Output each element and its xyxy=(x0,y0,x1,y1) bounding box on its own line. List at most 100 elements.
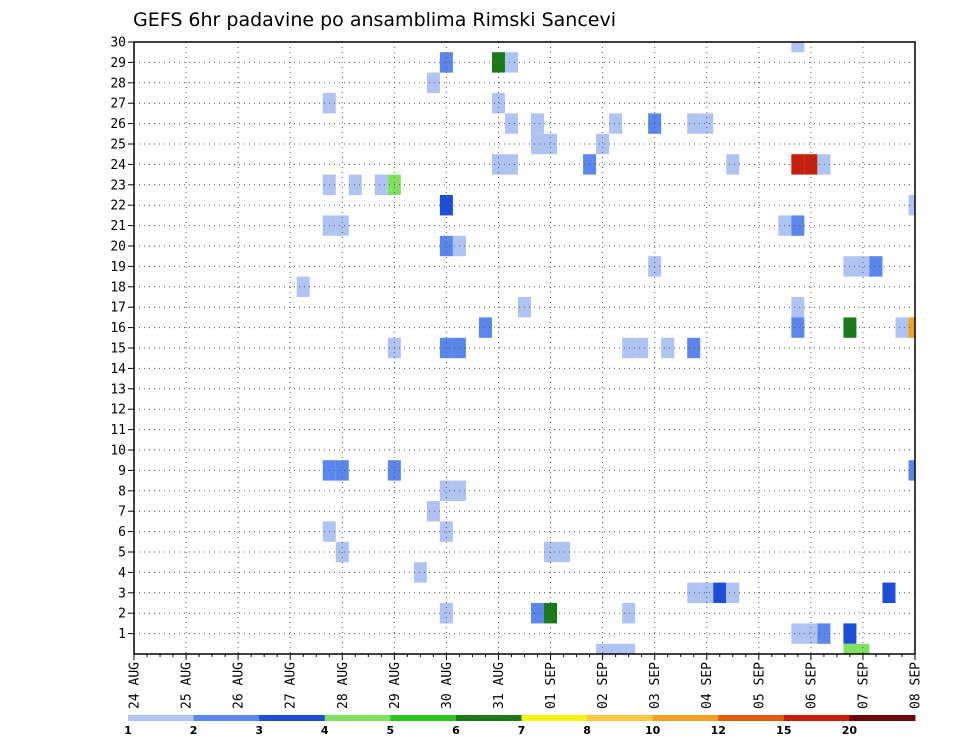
precip-cell xyxy=(439,235,453,257)
x-tick-label: 03 SEP xyxy=(648,662,663,709)
precip-cell xyxy=(817,623,831,644)
precip-cell xyxy=(791,623,805,644)
legend-level-label: 8 xyxy=(583,724,591,737)
precip-cell xyxy=(817,154,831,175)
y-tick-label: 23 xyxy=(110,178,126,193)
precip-cell xyxy=(439,195,453,216)
legend-level-label: 7 xyxy=(518,724,526,737)
y-axis: 1234567891011121314151617181920212223242… xyxy=(110,36,134,642)
precip-cell xyxy=(544,603,558,624)
legend-swatch xyxy=(521,715,588,721)
y-tick-label: 17 xyxy=(110,301,126,316)
precip-cell xyxy=(426,501,440,522)
y-tick-label: 7 xyxy=(118,505,126,520)
y-tick-label: 1 xyxy=(118,627,126,642)
precip-cell xyxy=(882,582,896,603)
x-tick-label: 02 SEP xyxy=(596,662,611,709)
legend-swatch xyxy=(587,715,654,721)
y-tick-label: 4 xyxy=(118,566,126,581)
y-tick-label: 8 xyxy=(118,484,126,499)
y-tick-label: 26 xyxy=(110,117,126,132)
precip-cell xyxy=(856,256,870,277)
y-tick-label: 24 xyxy=(110,158,126,173)
legend-level-label: 3 xyxy=(255,724,263,737)
precip-cell xyxy=(491,154,505,175)
precip-cell xyxy=(869,256,883,277)
y-tick-label: 19 xyxy=(110,260,126,275)
y-tick-label: 18 xyxy=(110,280,126,295)
precip-cell xyxy=(439,480,453,501)
precip-cell xyxy=(609,113,623,134)
x-tick-label: 01 SEP xyxy=(544,662,559,709)
x-tick-label: 06 SEP xyxy=(804,662,819,709)
y-tick-label: 20 xyxy=(110,240,126,255)
legend-level-label: 1 xyxy=(124,724,132,737)
legend-swatch xyxy=(324,715,391,721)
precip-cell xyxy=(426,72,440,93)
precip-cell xyxy=(687,337,701,359)
precip-cell xyxy=(726,154,740,175)
precip-cell xyxy=(791,215,805,236)
precip-cell xyxy=(791,297,805,318)
precip-cell xyxy=(348,174,362,195)
precip-cell xyxy=(635,337,649,359)
legend-level-label: 20 xyxy=(842,724,858,737)
legend-swatch xyxy=(128,715,195,721)
legend-swatch xyxy=(718,715,785,721)
x-tick-label: 29 AUG xyxy=(388,662,403,709)
y-tick-label: 28 xyxy=(110,76,126,91)
precip-cell xyxy=(622,603,636,624)
precip-cell xyxy=(726,582,740,603)
precip-cell xyxy=(804,623,818,644)
y-tick-label: 16 xyxy=(110,321,126,336)
precip-cell xyxy=(700,113,714,134)
legend-swatch xyxy=(390,715,457,721)
y-tick-label: 10 xyxy=(110,444,126,459)
y-tick-label: 12 xyxy=(110,403,126,418)
precip-cell xyxy=(531,113,545,134)
precip-cell xyxy=(791,317,805,338)
y-tick-label: 15 xyxy=(110,342,126,357)
y-tick-label: 29 xyxy=(110,56,126,71)
y-tick-label: 5 xyxy=(118,546,126,561)
precip-cell xyxy=(531,133,545,155)
precip-cell xyxy=(504,52,518,73)
x-tick-label: 05 SEP xyxy=(752,662,767,709)
chart-title: GEFS 6hr padavine po ansamblima Rimski S… xyxy=(133,9,616,31)
x-tick-label: 28 AUG xyxy=(336,662,351,709)
precip-cell xyxy=(804,154,818,175)
y-tick-label: 3 xyxy=(118,586,126,601)
y-tick-label: 14 xyxy=(110,362,126,377)
precip-cell xyxy=(596,133,610,155)
y-tick-label: 22 xyxy=(110,199,126,214)
precip-cell xyxy=(544,133,558,155)
legend-swatch xyxy=(455,715,522,721)
x-tick-label: 24 AUG xyxy=(128,662,143,709)
precip-cell xyxy=(335,460,349,481)
precip-cell xyxy=(491,93,505,114)
precip-cell xyxy=(843,643,857,654)
precip-cell xyxy=(335,215,349,236)
legend-level-label: 15 xyxy=(776,724,791,737)
grid-lines xyxy=(134,42,915,654)
precip-cell xyxy=(504,154,518,175)
precip-cell xyxy=(596,643,610,654)
y-tick-label: 13 xyxy=(110,382,126,397)
legend-swatch xyxy=(652,715,719,721)
y-tick-label: 9 xyxy=(118,464,126,479)
color-legend: 1 2 3 4 5 6 7 8 10 12 15 20 xyxy=(124,715,916,737)
x-tick-label: 08 SEP xyxy=(909,662,924,709)
precip-cell xyxy=(622,337,636,359)
precip-cell xyxy=(609,643,623,654)
legend-level-label: 4 xyxy=(321,724,329,737)
precip-cell xyxy=(895,317,909,338)
legend-level-label: 12 xyxy=(711,724,726,737)
y-tick-label: 6 xyxy=(118,525,126,540)
x-axis: 24 AUG 25 AUG 26 AUG 27 AUG 28 AUG 29 AUG 30 A… xyxy=(128,654,924,709)
y-tick-label: 21 xyxy=(110,219,126,234)
legend-swatch xyxy=(849,715,916,721)
legend-swatch xyxy=(193,715,260,721)
precip-cell xyxy=(413,562,427,583)
precip-cell xyxy=(791,154,805,175)
